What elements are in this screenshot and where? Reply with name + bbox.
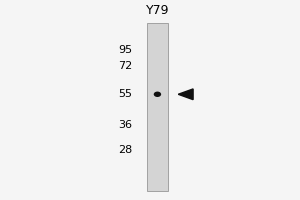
Ellipse shape	[154, 92, 161, 97]
Text: Y79: Y79	[146, 4, 169, 17]
Polygon shape	[178, 89, 193, 100]
Text: 95: 95	[118, 45, 132, 55]
Bar	[147, 23, 168, 191]
Text: 36: 36	[118, 120, 132, 130]
Text: 55: 55	[118, 89, 132, 99]
Text: 28: 28	[118, 145, 132, 155]
Text: 72: 72	[118, 61, 132, 71]
